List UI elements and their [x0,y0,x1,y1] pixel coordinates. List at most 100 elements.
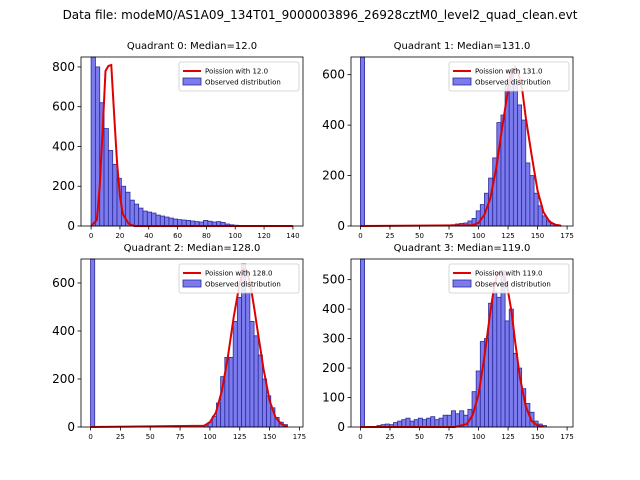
x-tick-label: 175 [293,433,306,441]
x-tick-label: 75 [445,232,454,240]
legend-bar-swatch [182,279,202,288]
x-tick-label: 100 [229,232,242,240]
histogram-bar [492,291,498,428]
histogram-bar [159,215,166,227]
y-tick-label: 400 [322,118,345,132]
histogram-bar [508,69,514,227]
histogram-bar [257,354,263,428]
subplot-3: 0 25 50 75 100 125 150 175 0 100 200 300 400 500 Quadr… [322,243,574,441]
histogram-bar [422,419,427,428]
y-tick-label: 0 [67,219,75,233]
histogram-bar [426,417,432,428]
legend-box [178,263,300,294]
y-tick-label: 400 [52,139,75,153]
legend-box [448,263,570,294]
legend-label-poisson: Poission with 12.0 [205,68,268,76]
histogram-bar [521,119,527,227]
x-tick-label: 0 [89,232,93,240]
x-tick-label: 75 [445,433,454,441]
histogram-bar [512,352,518,428]
legend-box [178,61,300,92]
x-tick-label: 25 [386,232,395,240]
histogram-bar [517,104,523,227]
histogram-bar [450,410,456,428]
x-tick-label: 125 [501,433,514,441]
x-tick-label: 150 [531,433,544,441]
x-tick-label: 80 [202,232,211,240]
x-tick-label: 50 [415,232,424,240]
histogram-bar [525,162,531,227]
histogram-bar [438,417,444,428]
histogram-bar [533,192,539,227]
histogram-bar [504,320,510,428]
subplot-2: 0 25 50 75 100 125 150 175 0 200 400 600 Quadrant 2:… [52,243,306,441]
y-tick-label: 500 [322,273,345,287]
y-tick-label: 400 [52,324,75,338]
histogram-bar [138,207,144,227]
y-tick-label: 400 [322,302,345,316]
histogram-bar [446,414,452,428]
histogram-bar [249,320,255,428]
y-tick-label: 100 [322,391,345,405]
histogram-bar [133,203,140,227]
y-tick-label: 600 [52,276,75,290]
y-tick-label: 0 [337,420,345,434]
x-tick-label: 150 [263,433,276,441]
x-tick-label: 40 [144,232,153,240]
legend-label-observed: Observed distribution [475,281,551,289]
y-tick-label: 0 [337,219,345,233]
subplot-title: Quadrant 3: Median=119.0 [394,243,531,254]
legend-bar-swatch [452,279,472,288]
x-tick-label: 100 [472,433,485,441]
histogram-bar [236,296,242,428]
x-tick-label: 150 [531,232,544,240]
histogram-bar [442,414,448,428]
histogram-bar [151,212,157,227]
histogram-bar [496,296,502,428]
x-tick-label: 0 [88,433,92,441]
legend-bar-swatch [452,77,472,86]
x-tick-label: 100 [472,232,485,240]
legend-label-poisson: Poission with 131.0 [475,68,543,76]
x-tick-label: 0 [358,433,362,441]
y-tick-label: 200 [322,361,345,375]
legend-box [448,61,570,92]
y-tick-label: 600 [52,100,75,114]
x-tick-label: 75 [176,433,185,441]
histogram-bar [434,419,440,428]
histogram-bar [146,211,153,227]
subplot-title: Quadrant 0: Median=12.0 [127,41,257,52]
y-tick-label: 200 [322,169,345,183]
histogram-bar [172,218,178,227]
legend: Poission with 119.0 Observed distribution [448,263,570,294]
x-tick-label: 25 [386,433,395,441]
subplot-1: 0 25 50 75 100 125 150 175 0 200 400 600 Quadrant 1:… [322,41,574,240]
x-tick-label: 100 [203,433,216,441]
subplot-title: Quadrant 1: Median=131.0 [394,41,531,52]
x-tick-label: 140 [286,232,299,240]
legend-bar-swatch [182,77,202,86]
subplot-title: Quadrant 2: Median=128.0 [124,243,261,254]
histogram-bar [168,217,174,227]
histogram-bar [529,175,535,227]
y-tick-label: 300 [322,332,345,346]
histogram-bar [112,163,118,227]
histogram-bar [129,199,135,227]
y-tick-label: 200 [52,372,75,386]
axes-frame [80,258,304,428]
histogram-bar [413,419,419,428]
x-tick-label: 25 [116,433,125,441]
histogram-bar [90,258,96,428]
histogram-bar [232,320,238,428]
histogram-bar [90,56,96,227]
histogram-bar [103,128,109,227]
y-tick-label: 800 [52,60,75,74]
legend: Poission with 12.0 Observed distribution [178,61,300,92]
histogram-bar [360,258,365,428]
axes-frame [350,56,574,227]
legend-label-observed: Observed distribution [205,79,281,87]
y-tick-label: 600 [322,68,345,82]
histogram-bar [430,416,436,428]
histogram-bar [500,270,506,428]
